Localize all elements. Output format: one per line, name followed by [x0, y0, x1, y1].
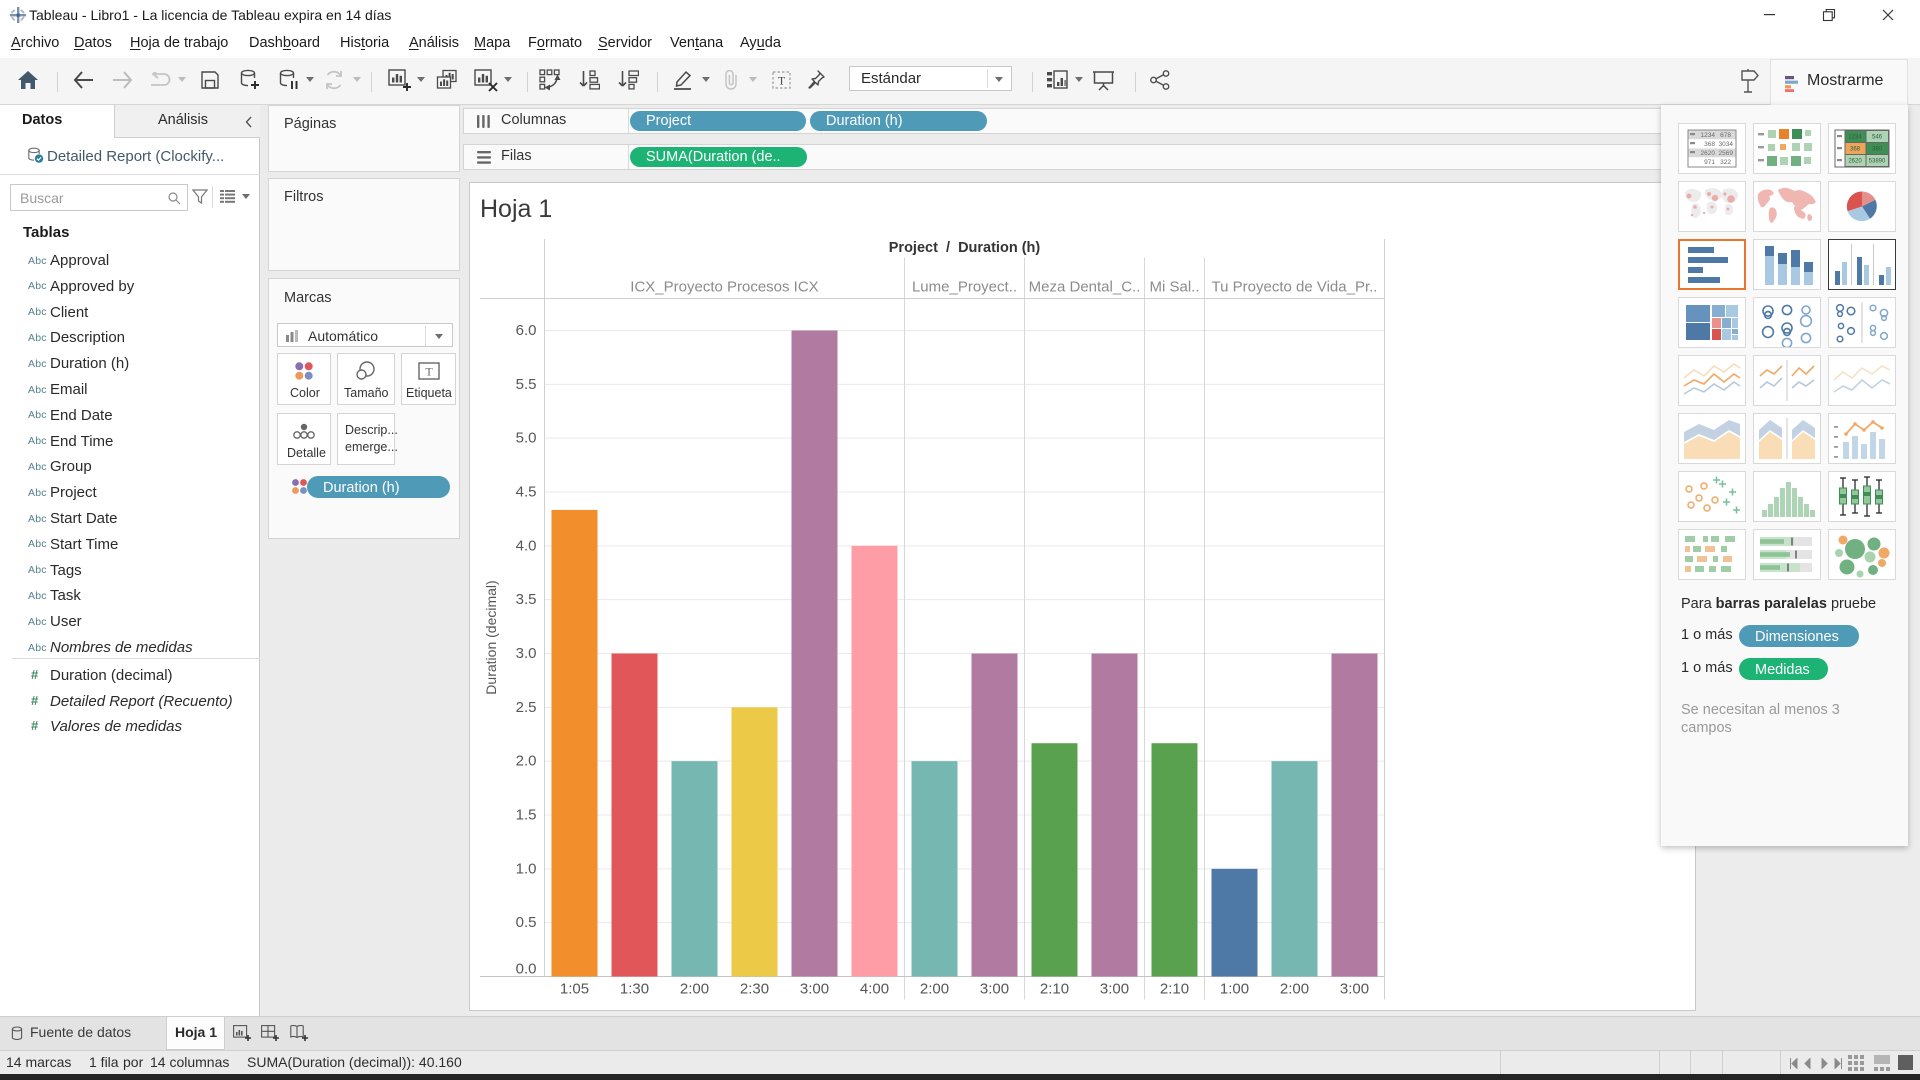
svg-text:2620: 2620 — [1701, 150, 1716, 157]
svg-text:4:00: 4:00 — [860, 981, 889, 998]
svg-text:1234: 1234 — [1848, 135, 1862, 141]
svg-text:6.0: 6.0 — [516, 322, 537, 339]
svg-text:4.5: 4.5 — [516, 483, 537, 500]
svg-text:5.0: 5.0 — [516, 430, 537, 447]
svg-text:2:10: 2:10 — [1160, 981, 1189, 998]
svg-text:1.0: 1.0 — [516, 860, 537, 877]
svg-text:Mi Sal..: Mi Sal.. — [1149, 279, 1199, 296]
svg-text:1:30: 1:30 — [620, 981, 649, 998]
svg-text:3034: 3034 — [1719, 141, 1734, 148]
svg-text:3:00: 3:00 — [1340, 981, 1369, 998]
svg-text:3.0: 3.0 — [516, 645, 537, 662]
svg-text:380: 380 — [1872, 147, 1883, 153]
svg-text:3:00: 3:00 — [1100, 981, 1129, 998]
svg-text:2.5: 2.5 — [516, 699, 537, 716]
svg-text:2:00: 2:00 — [920, 981, 949, 998]
svg-text:Duration (decimal): Duration (decimal) — [483, 580, 499, 694]
svg-text:53890: 53890 — [1869, 159, 1886, 165]
svg-text:4.0: 4.0 — [516, 537, 537, 554]
svg-text:2:10: 2:10 — [1040, 981, 1069, 998]
svg-text:1234: 1234 — [1701, 132, 1716, 139]
svg-text:T: T — [425, 365, 433, 379]
svg-text:322: 322 — [1720, 159, 1731, 166]
svg-text:1:00: 1:00 — [1220, 981, 1249, 998]
svg-text:2:00: 2:00 — [1280, 981, 1309, 998]
svg-text:1.5: 1.5 — [516, 806, 537, 823]
svg-text:T: T — [778, 74, 786, 88]
svg-text:3:00: 3:00 — [980, 981, 1009, 998]
svg-text:Project / Duration (h): Project / Duration (h) — [889, 240, 1041, 256]
svg-text:546: 546 — [1872, 135, 1883, 141]
svg-text:368: 368 — [1850, 147, 1861, 153]
svg-text:Tu Proyecto de Vida_Pr..: Tu Proyecto de Vida_Pr.. — [1212, 279, 1378, 296]
svg-text:678: 678 — [1720, 132, 1731, 139]
svg-text:2:30: 2:30 — [740, 981, 769, 998]
svg-text:3.5: 3.5 — [516, 591, 537, 608]
svg-text:2:00: 2:00 — [680, 981, 709, 998]
svg-text:0.0: 0.0 — [516, 961, 537, 978]
svg-text:ICX_Proyecto Procesos ICX: ICX_Proyecto Procesos ICX — [630, 279, 818, 296]
svg-text:3:00: 3:00 — [800, 981, 829, 998]
svg-text:1:05: 1:05 — [560, 981, 589, 998]
svg-text:368: 368 — [1704, 141, 1715, 148]
svg-text:Lume_Proyect..: Lume_Proyect.. — [912, 279, 1017, 296]
svg-text:0.5: 0.5 — [516, 914, 537, 931]
svg-text:2.0: 2.0 — [516, 753, 537, 770]
svg-text:Meza Dental_C..: Meza Dental_C.. — [1029, 279, 1141, 296]
svg-text:2569: 2569 — [1719, 150, 1734, 157]
svg-text:971: 971 — [1704, 159, 1715, 166]
svg-text:5.5: 5.5 — [516, 376, 537, 393]
svg-text:2620: 2620 — [1848, 159, 1862, 165]
